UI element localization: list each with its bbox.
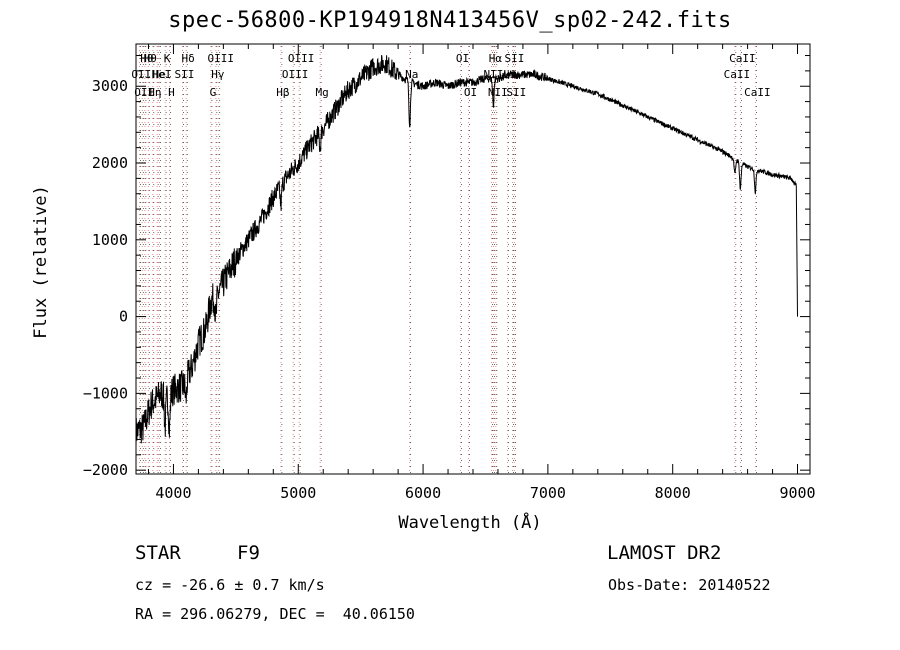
survey-name: LAMOST DR2 xyxy=(607,542,722,564)
chart-title: spec-56800-KP194918N413456V_sp02-242.fit… xyxy=(168,8,732,33)
line-marker-label: OIII xyxy=(288,52,315,65)
line-marker-label: Hδ xyxy=(182,52,195,65)
line-marker-label: He xyxy=(152,68,165,81)
y-tick-label: −2000 xyxy=(83,461,128,479)
x-tick-label: 5000 xyxy=(280,484,316,502)
axes-group: 4000 5000 6000 7000 8000 9000 −2000 −1000 0 1000 2… xyxy=(83,43,816,502)
line-marker-label: Hγ xyxy=(211,68,225,81)
subclass: F9 xyxy=(237,542,260,564)
line-marker-label: Hθ xyxy=(140,52,153,65)
line-marker-label: OII xyxy=(134,86,154,99)
line-marker-label: SII xyxy=(505,52,525,65)
y-tick-label: 2000 xyxy=(92,154,128,172)
object-type: STAR xyxy=(135,542,181,564)
line-marker-label: OIII xyxy=(208,52,235,65)
x-tick-label: 4000 xyxy=(155,484,191,502)
x-tick-label: 9000 xyxy=(779,484,815,502)
line-marker-label: Hη xyxy=(148,86,161,99)
spectrum-line xyxy=(135,55,798,448)
y-tick-label: 0 xyxy=(119,308,128,326)
line-marker-label: H xyxy=(168,86,175,99)
line-marker-label: Na xyxy=(405,68,418,81)
line-marker-label: OII xyxy=(131,68,151,81)
x-tick-label: 7000 xyxy=(530,484,566,502)
x-axis-label: Wavelength (Å) xyxy=(398,511,541,533)
line-marker-label: G xyxy=(210,86,217,99)
line-marker-label: OIII xyxy=(282,68,309,81)
line-marker-label: Hβ xyxy=(276,86,290,99)
line-marker-label: Mg xyxy=(315,86,328,99)
y-axis-label: Flux (relative) xyxy=(31,185,51,339)
line-marker-label: Li xyxy=(503,68,516,81)
line-marker-label: Hθ xyxy=(144,52,157,65)
x-tick-label: 6000 xyxy=(405,484,441,502)
line-marker-label: NII xyxy=(488,86,508,99)
line-marker-label: CaII xyxy=(724,68,751,81)
line-marker-label: SII xyxy=(506,86,526,99)
x-tick-label: 8000 xyxy=(655,484,691,502)
line-marker-label: K xyxy=(164,52,171,65)
line-marker-label: CaII xyxy=(744,86,771,99)
y-tick-label: 1000 xyxy=(92,231,128,249)
y-tick-label: 3000 xyxy=(92,77,128,95)
coordinates: RA = 296.06279, DEC = 40.06150 xyxy=(135,605,415,623)
line-marker-label: NII xyxy=(484,68,504,81)
line-marker-label: OI xyxy=(464,86,477,99)
line-marker-label: HeI xyxy=(152,68,172,81)
obs-date: Obs-Date: 20140522 xyxy=(608,576,771,594)
line-marker-label: CaII xyxy=(729,52,756,65)
y-tick-label: −1000 xyxy=(83,384,128,402)
line-marker-label: SII xyxy=(174,68,194,81)
line-marker-label: Hα xyxy=(489,52,503,65)
redshift-readout: cz = -26.6 ± 0.7 km/s xyxy=(135,576,325,594)
line-marker-label: OI xyxy=(456,52,469,65)
